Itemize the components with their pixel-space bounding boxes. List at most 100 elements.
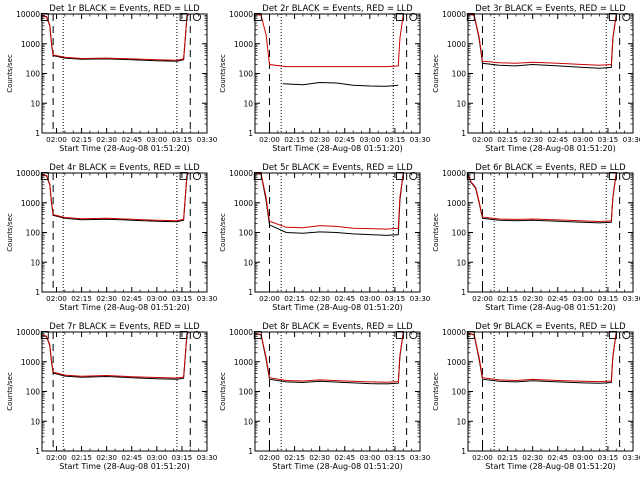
x-axis-label: Start Time (28-Aug-08 01:51:20)	[485, 303, 616, 312]
plot-panel: Det 5r BLACK = Events, RED = LLD 1 10 100 10…	[219, 163, 431, 312]
x-axis-label: Start Time (28-Aug-08 01:51:20)	[59, 303, 190, 312]
y-tick-label: 10	[30, 417, 40, 426]
x-tick-label: 02:30	[96, 135, 117, 144]
y-tick-label: 10000	[442, 169, 466, 178]
x-tick-label: 03:00	[572, 453, 593, 462]
y-tick-label: 10000	[229, 169, 253, 178]
x-tick-label: 02:15	[71, 453, 92, 462]
x-tick-label: 02:30	[96, 453, 117, 462]
x-tick-label: 02:00	[46, 453, 67, 462]
x-tick-label: 03:30	[410, 453, 431, 462]
y-axis-label: Counts/sec	[432, 372, 440, 411]
x-tick-label: 02:45	[547, 135, 568, 144]
x-axis-label: Start Time (28-Aug-08 01:51:20)	[59, 462, 190, 471]
x-tick-label: 02:30	[522, 135, 543, 144]
y-tick-label: 1	[35, 447, 40, 456]
x-tick-label: 03:15	[172, 294, 193, 303]
x-tick-label: 03:00	[572, 135, 593, 144]
x-tick-label: 02:00	[472, 453, 493, 462]
y-tick-label: 1	[248, 129, 253, 138]
y-tick-label: 10	[243, 417, 253, 426]
x-tick-label: 02:45	[547, 294, 568, 303]
y-tick-label: 1	[248, 288, 253, 297]
y-tick-label: 100	[26, 70, 41, 79]
y-tick-label: 1000	[234, 199, 253, 208]
x-tick-label: 03:00	[146, 294, 167, 303]
x-axis-label: Start Time (28-Aug-08 01:51:20)	[485, 144, 616, 153]
x-tick-label: 02:00	[472, 294, 493, 303]
lld-series-line	[255, 14, 404, 68]
y-tick-label: 10	[243, 258, 253, 267]
x-tick-label: 02:00	[46, 294, 67, 303]
x-tick-label: 02:00	[259, 135, 280, 144]
y-axis-label: Counts/sec	[6, 372, 14, 411]
y-tick-label: 10000	[442, 328, 466, 337]
y-tick-label: 1	[461, 447, 466, 456]
plot-panel: Det 1r BLACK = Events, RED = LLD 1 10 100 10…	[6, 4, 218, 153]
x-tick-label: 03:15	[172, 453, 193, 462]
y-axis-label: Counts/sec	[219, 213, 227, 252]
x-axis-label: Start Time (28-Aug-08 01:51:20)	[485, 462, 616, 471]
plot-panel: Det 6r BLACK = Events, RED = LLD 1 10 100 10…	[432, 163, 640, 312]
x-tick-label: 02:45	[121, 135, 142, 144]
x-tick-label: 03:00	[146, 135, 167, 144]
x-tick-label: 02:15	[71, 294, 92, 303]
x-tick-label: 02:15	[497, 135, 518, 144]
y-axis-label: Counts/sec	[6, 54, 14, 93]
plot-panel: Det 8r BLACK = Events, RED = LLD 1 10 100 10…	[219, 322, 431, 471]
y-tick-label: 1000	[447, 40, 466, 49]
x-tick-label: 02:00	[259, 294, 280, 303]
plot-title: Det 5r BLACK = Events, RED = LLD	[262, 163, 413, 173]
y-axis-label: Counts/sec	[432, 213, 440, 252]
y-tick-label: 1	[35, 288, 40, 297]
plot-panel: Det 7r BLACK = Events, RED = LLD 1 10 100 10…	[6, 322, 218, 471]
x-tick-label: 03:30	[410, 294, 431, 303]
x-tick-label: 03:30	[197, 294, 218, 303]
lld-series-line	[255, 332, 404, 383]
x-axis-label: Start Time (28-Aug-08 01:51:20)	[59, 144, 190, 153]
lld-series-line	[468, 173, 617, 223]
x-tick-label: 03:30	[623, 453, 640, 462]
y-tick-label: 10000	[229, 328, 253, 337]
y-tick-label: 100	[26, 229, 41, 238]
y-tick-label: 100	[239, 70, 254, 79]
x-tick-label: 02:30	[522, 453, 543, 462]
y-tick-label: 1000	[21, 199, 40, 208]
x-axis-label: Start Time (28-Aug-08 01:51:20)	[272, 303, 403, 312]
circle-marker	[192, 330, 202, 340]
y-tick-label: 1000	[447, 358, 466, 367]
plot-panel: Det 4r BLACK = Events, RED = LLD 1 10 100 10…	[6, 163, 218, 312]
plot-title: Det 8r BLACK = Events, RED = LLD	[262, 322, 413, 332]
y-tick-label: 1000	[234, 358, 253, 367]
x-tick-label: 03:15	[598, 135, 619, 144]
x-tick-label: 02:00	[46, 135, 67, 144]
plot-panel: Det 2r BLACK = Events, RED = LLD 1 10 100 10…	[219, 4, 431, 153]
y-tick-label: 1000	[21, 358, 40, 367]
x-tick-label: 03:00	[359, 135, 380, 144]
plot-title: Det 4r BLACK = Events, RED = LLD	[49, 163, 200, 173]
circle-marker	[192, 171, 202, 181]
y-tick-label: 1000	[234, 40, 253, 49]
y-tick-label: 10	[30, 258, 40, 267]
y-axis-label: Counts/sec	[219, 372, 227, 411]
x-tick-label: 03:15	[172, 135, 193, 144]
x-tick-label: 03:00	[359, 453, 380, 462]
y-tick-label: 10000	[16, 169, 40, 178]
x-tick-label: 02:00	[472, 135, 493, 144]
y-tick-label: 100	[452, 70, 467, 79]
y-axis-label: Counts/sec	[432, 54, 440, 93]
y-tick-label: 100	[452, 229, 467, 238]
x-tick-label: 02:45	[334, 294, 355, 303]
y-tick-label: 100	[26, 388, 41, 397]
y-tick-label: 10	[456, 99, 466, 108]
x-axis-label: Start Time (28-Aug-08 01:51:20)	[272, 462, 403, 471]
x-tick-label: 02:15	[497, 294, 518, 303]
x-tick-label: 03:00	[572, 294, 593, 303]
x-tick-label: 03:15	[385, 453, 406, 462]
x-tick-label: 03:30	[197, 453, 218, 462]
x-tick-label: 02:45	[121, 453, 142, 462]
x-tick-label: 02:45	[334, 135, 355, 144]
x-tick-label: 03:15	[385, 135, 406, 144]
x-tick-label: 02:45	[121, 294, 142, 303]
